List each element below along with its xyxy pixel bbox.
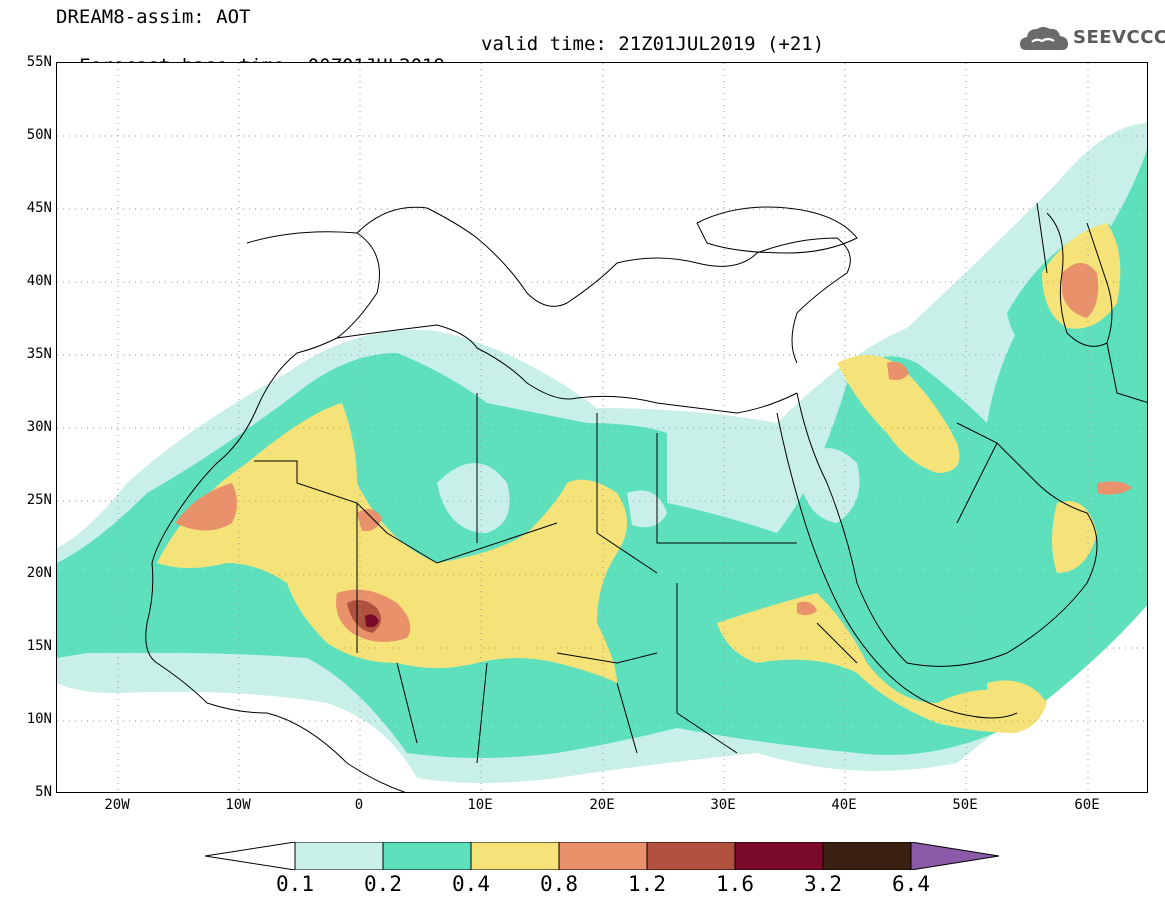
colorbar-label: 1.6 bbox=[716, 872, 754, 896]
colorbar-label: 3.2 bbox=[804, 872, 842, 896]
colorbar-label: 0.2 bbox=[364, 872, 402, 896]
lon-label: 10W bbox=[225, 797, 251, 813]
lat-label: 5N bbox=[35, 784, 52, 800]
lon-label: 0 bbox=[354, 797, 364, 813]
aot-contour-1.6 bbox=[365, 614, 379, 628]
lon-label: 40E bbox=[831, 797, 857, 813]
colorbar-label: 0.1 bbox=[276, 872, 314, 896]
coastlines bbox=[145, 202, 1147, 792]
lon-label: 20E bbox=[589, 797, 615, 813]
colorbar-segment bbox=[294, 842, 384, 870]
colorbar-segment bbox=[822, 842, 912, 870]
colorbar-segment bbox=[646, 842, 736, 870]
lat-label: 15N bbox=[26, 638, 52, 654]
seevccc-logo-text: SEEVCCC bbox=[1073, 27, 1165, 48]
lon-label: 20W bbox=[104, 797, 130, 813]
lat-label: 45N bbox=[26, 200, 52, 216]
cloud-logo-icon bbox=[1020, 27, 1068, 50]
map-title: DREAM8-assim: AOT bbox=[56, 6, 251, 28]
lon-label: 50E bbox=[952, 797, 978, 813]
lat-label: 20N bbox=[26, 565, 52, 581]
aot-map bbox=[56, 62, 1148, 793]
colorbar-segment bbox=[558, 842, 648, 870]
colorbar-segment bbox=[734, 842, 824, 870]
lat-label: 30N bbox=[26, 419, 52, 435]
map-graticule bbox=[57, 63, 1147, 792]
colorbar-segment bbox=[910, 842, 1000, 870]
colorbar-label: 1.2 bbox=[628, 872, 666, 896]
lat-label: 40N bbox=[26, 273, 52, 289]
lat-label: 25N bbox=[26, 492, 52, 508]
colorbar-label: 0.4 bbox=[452, 872, 490, 896]
lon-label: 10E bbox=[467, 797, 493, 813]
lon-label: 30E bbox=[710, 797, 736, 813]
aot-contour-0.4 bbox=[157, 223, 1121, 733]
colorbar-segment bbox=[470, 842, 560, 870]
colorbar-segment bbox=[382, 842, 472, 870]
colorbar-segment bbox=[205, 842, 296, 870]
lat-label: 10N bbox=[26, 711, 52, 727]
lat-label: 50N bbox=[26, 127, 52, 143]
aot-colorbar bbox=[205, 842, 1000, 870]
lon-label: 60E bbox=[1074, 797, 1100, 813]
colorbar-label: 6.4 bbox=[892, 872, 930, 896]
lat-label: 55N bbox=[26, 54, 52, 70]
lat-label: 35N bbox=[26, 346, 52, 362]
aot-map-canvas bbox=[57, 63, 1147, 792]
colorbar-label: 0.8 bbox=[540, 872, 578, 896]
valid-time-text: valid time: 21Z01JUL2019 (+21) bbox=[481, 33, 825, 55]
